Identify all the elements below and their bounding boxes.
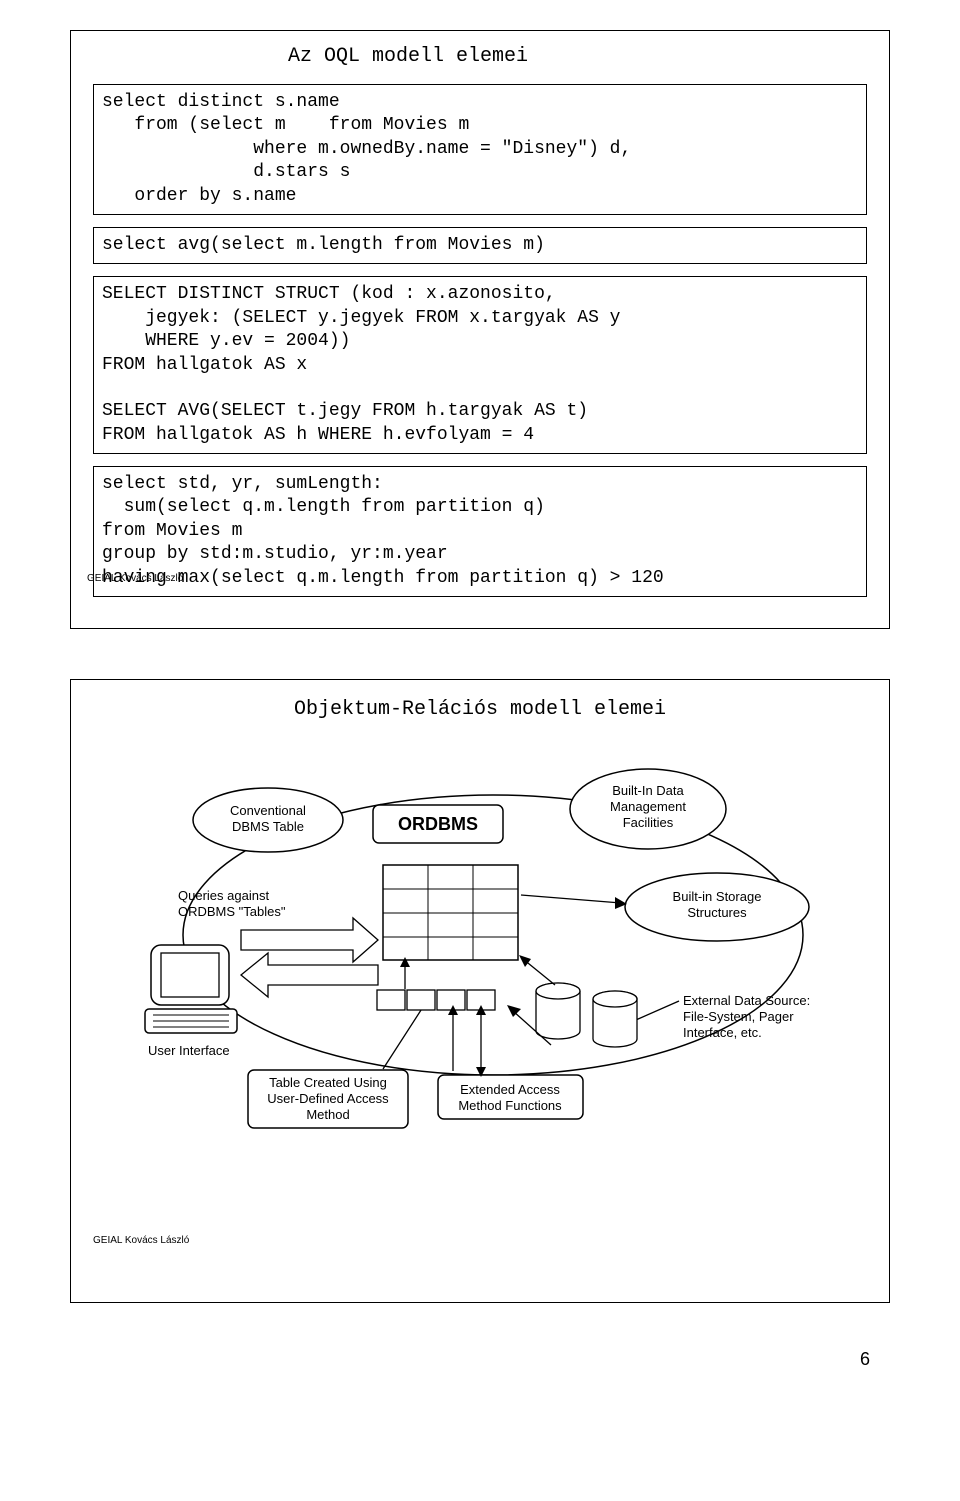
extended-l1: Extended Access	[460, 1082, 560, 1097]
slide-2: Objektum-Relációs modell elemei Conventi…	[70, 679, 890, 1303]
table-created-l2: User-Defined Access	[267, 1091, 389, 1106]
author-1: GEIAL Kovács László	[87, 573, 861, 584]
builtin-storage-l2: Structures	[687, 905, 747, 920]
page-number: 6	[0, 1343, 960, 1370]
cylinder-2-icon	[593, 991, 637, 1047]
diagram: Conventional DBMS Table ORDBMS Built-In …	[93, 745, 873, 1165]
ordbms-label: ORDBMS	[398, 814, 478, 834]
external-l2: File-System, Pager	[683, 1009, 794, 1024]
slide-1-title: Az OQL modell elemei	[93, 45, 867, 68]
external-l3: Interface, etc.	[683, 1025, 762, 1040]
cylinder-1-icon	[536, 983, 580, 1039]
slide-2-title: Objektum-Relációs modell elemei	[93, 698, 867, 721]
table-created-l3: Method	[306, 1107, 349, 1122]
conventional-label-l1: Conventional	[230, 803, 306, 818]
queries-l1: Queries against	[178, 888, 269, 903]
code-block-3: SELECT DISTINCT STRUCT (kod : x.azonosit…	[93, 276, 867, 454]
up-arrow-1	[400, 957, 410, 989]
code-block-1: select distinct s.name from (select m fr…	[93, 84, 867, 215]
builtin-data-l1: Built-In Data	[612, 783, 684, 798]
builtin-data-l3: Facilities	[623, 815, 674, 830]
builtin-data-l2: Management	[610, 799, 686, 814]
author-2: GEIAL Kovács László	[93, 1235, 867, 1246]
table-grid-icon	[383, 865, 518, 960]
down-arrow-1	[476, 1005, 486, 1077]
slide-1: Az OQL modell elemei select distinct s.n…	[70, 30, 890, 629]
code-block-2: select avg(select m.length from Movies m…	[93, 227, 867, 264]
row-boxes	[377, 990, 495, 1010]
arrows-left	[241, 918, 378, 997]
diagram-svg: Conventional DBMS Table ORDBMS Built-In …	[93, 745, 873, 1165]
builtin-storage-l1: Built-in Storage	[673, 889, 762, 904]
monitor-icon	[145, 945, 237, 1033]
table-created-l1: Table Created Using	[269, 1075, 387, 1090]
up-arrow-2	[519, 955, 555, 985]
extended-l2: Method Functions	[458, 1098, 562, 1113]
conventional-label-l2: DBMS Table	[232, 819, 304, 834]
external-l1: External Data Source:	[683, 993, 810, 1008]
down-arrow-3	[448, 1005, 458, 1071]
user-interface-label: User Interface	[148, 1043, 230, 1058]
queries-l2: ORDBMS "Tables"	[178, 904, 286, 919]
table-created-pointer	[383, 1007, 423, 1069]
right-arrow-1	[521, 895, 627, 909]
